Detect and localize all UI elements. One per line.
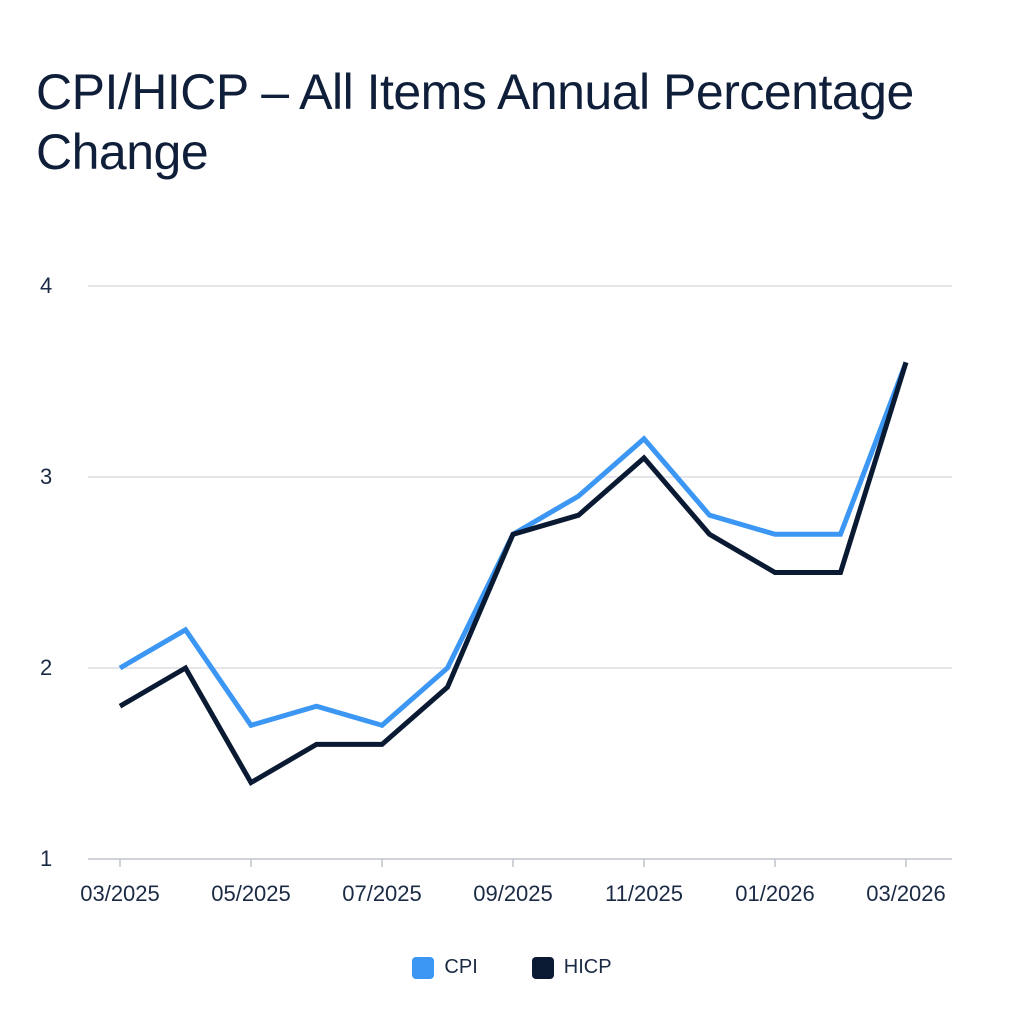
legend-item-cpi[interactable]: CPI: [412, 956, 478, 979]
legend: CPI HICP: [0, 956, 1024, 979]
legend-label-cpi: CPI: [444, 956, 478, 978]
legend-label-hicp: HICP: [563, 956, 612, 978]
legend-swatch-cpi: [412, 956, 435, 979]
y-tick-label: 4: [40, 273, 52, 298]
x-tick-label: 05/2025: [211, 881, 291, 906]
x-tick-label: 09/2025: [473, 881, 553, 906]
x-tick-label: 01/2026: [735, 881, 815, 906]
y-tick-label: 2: [40, 655, 52, 680]
legend-item-hicp[interactable]: HICP: [531, 956, 612, 979]
legend-swatch-hicp: [531, 956, 554, 979]
x-axis: 03/2025 05/2025 07/2025 09/2025 11/2025 01/20…: [80, 859, 946, 906]
series-line-cpi: [118, 361, 909, 729]
x-tick-label: 11/2025: [605, 881, 683, 906]
series-line-hicp: [118, 361, 909, 787]
y-tick-label: 3: [40, 464, 52, 489]
x-tick-label: 07/2025: [342, 881, 422, 906]
x-tick-label: 03/2025: [80, 881, 160, 906]
grid-lines: 1 2 3 4: [40, 273, 952, 871]
chart-title: CPI/HICP – All Items Annual Percentage C…: [36, 64, 914, 180]
y-tick-label: 1: [40, 846, 52, 871]
series-lines: [118, 361, 909, 787]
x-tick-label: 03/2026: [866, 881, 946, 906]
